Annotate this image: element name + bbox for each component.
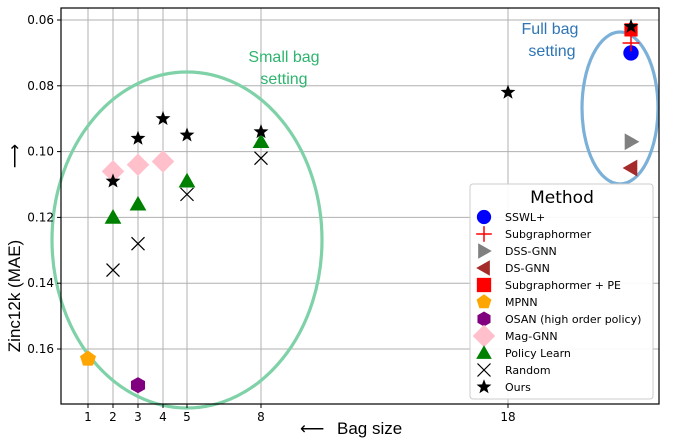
point-ours: Ours: 8, 0.094 — [253, 124, 269, 139]
osan-high-order-policy-marker-icon — [477, 311, 491, 327]
point-mag-gnn: Mag-GNN: 4, 0.103 — [151, 150, 175, 173]
random-marker-icon — [477, 363, 491, 377]
legend-label: Subgraphormer + PE — [505, 279, 621, 292]
point-random: Random: 8, 0.102 — [254, 151, 268, 166]
legend-item-subgraphormer: Subgraphormer — [476, 226, 592, 242]
point-ours: Ours: 4, 0.09 — [155, 110, 171, 126]
point-policy-learn: Policy Learn: 3, 0.116 — [129, 195, 147, 211]
legend-item-mpnn: MPNN — [476, 294, 538, 309]
legend-item-osan-high-order-policy: OSAN (high order policy) — [477, 311, 641, 327]
x-tick-label: 2 — [109, 410, 117, 424]
legend: Method SSWL+ Subgraphormer DSS-GNN DS-GNN Su… — [469, 183, 654, 400]
point-ours: Ours: 3, 0.096 — [130, 130, 146, 145]
full-bag-label-line2: setting — [528, 43, 575, 60]
small-bag-label-line1: Small bag — [248, 49, 319, 66]
point-policy-learn: Policy Learn: 8, 0.097 — [252, 133, 270, 149]
legend-label: Policy Learn — [505, 347, 571, 360]
point-ds-gnn: DS-GNN: full, 0.105 — [622, 159, 638, 177]
legend-label: OSAN (high order policy) — [505, 313, 641, 326]
legend-item-ours: Ours — [476, 379, 531, 394]
x-tick-label: 1 — [84, 410, 92, 424]
legend-label: Mag-GNN — [505, 330, 558, 343]
y-tick-label: 0.12 — [27, 210, 54, 224]
point-ours: Ours: 2, 0.109 — [105, 173, 121, 188]
legend-item-policy-learn: Policy Learn — [476, 345, 571, 360]
y-axis-arrow: ⟶ — [5, 144, 24, 168]
x-axis-arrow: ⟵ — [300, 419, 324, 438]
legend-label: Random — [505, 364, 551, 377]
subgraphormer-marker-icon — [476, 226, 492, 242]
point-random: Random: 3, 0.128 — [131, 236, 145, 251]
legend-item-sswl: SSWL+ — [476, 209, 545, 225]
subgraphormer-pe-marker-icon — [476, 277, 492, 293]
point-ours: Ours: full, 0.062 — [623, 18, 639, 33]
data-points: Subgraphormer + PE: full, 0.063SSWL+: fu… — [80, 18, 640, 394]
legend-label: SSWL+ — [505, 211, 545, 224]
small-bag-label-line2: setting — [260, 71, 307, 88]
point-ours: Ours: 18, 0.082 — [500, 84, 516, 99]
mag-gnn-marker-icon — [472, 324, 496, 348]
point-random: Random: 2, 0.136 — [106, 263, 120, 277]
ours-marker-icon — [476, 379, 492, 394]
legend-label: DS-GNN — [505, 262, 550, 275]
plot-frame — [60, 7, 660, 405]
point-osan-high-order-policy: OSAN (high order policy): 3, 0.171 — [130, 377, 146, 394]
y-tick-label: 0.08 — [27, 79, 54, 93]
legend-title: Method — [530, 188, 594, 208]
point-mag-gnn: Mag-GNN: 2, 0.106 — [101, 160, 125, 183]
y-tick-label: 0.14 — [27, 276, 54, 290]
point-ours: Ours: 5, 0.095 — [179, 127, 195, 142]
y-axis-label: Zinc12k (MAE) — [5, 240, 24, 352]
x-axis-label: Bag size — [337, 419, 402, 438]
legend-item-subgraphormer-pe: Subgraphormer + PE — [476, 277, 621, 293]
point-mag-gnn: Mag-GNN: 3, 0.104 — [126, 153, 150, 177]
mpnn-marker-icon — [476, 294, 492, 309]
annotation-labels: Small bag setting Full bag setting — [248, 21, 578, 88]
x-tick-label: 3 — [134, 410, 142, 424]
full-bag-label-line1: Full bag — [522, 21, 579, 38]
legend-item-ds-gnn: DS-GNN — [476, 260, 550, 276]
sswl-marker-icon — [476, 209, 492, 225]
point-mpnn: MPNN: 1, 0.163 — [80, 350, 96, 366]
x-tick-label: 4 — [159, 410, 167, 424]
point-dss-gnn: DSS-GNN: full, 0.097 — [624, 133, 640, 151]
legend-label: DSS-GNN — [505, 245, 557, 258]
point-policy-learn: Policy Learn: 5, 0.109 — [178, 172, 196, 188]
legend-box — [469, 183, 654, 400]
x-tick-label: 8 — [257, 410, 265, 424]
policy-learn-marker-icon — [476, 345, 492, 359]
y-tick-label: 0.16 — [27, 342, 54, 356]
legend-label: Ours — [505, 381, 531, 394]
x-tick-label: 18 — [500, 410, 515, 424]
dss-gnn-marker-icon — [478, 243, 492, 259]
legend-label: Subgraphormer — [505, 228, 592, 241]
legend-item-dss-gnn: DSS-GNN — [478, 243, 557, 259]
point-random: Random: 5, 0.113 — [180, 187, 194, 202]
y-axis-ticks: 0.06 0.08 0.10 0.12 0.14 0.16 — [27, 13, 61, 356]
y-tick-label: 0.10 — [27, 145, 54, 159]
legend-item-random: Random — [477, 363, 551, 377]
point-sswl: SSWL+: full, 0.07 — [623, 45, 639, 61]
y-tick-label: 0.06 — [27, 13, 54, 27]
legend-item-mag-gnn: Mag-GNN — [472, 324, 558, 348]
point-policy-learn: Policy Learn: 2, 0.12 — [104, 209, 122, 224]
x-tick-label: 5 — [183, 410, 191, 424]
ds-gnn-marker-icon — [476, 260, 490, 276]
point-subgraphormer: Subgraphormer: full, 0.067 — [622, 34, 640, 52]
x-axis-ticks: 1 2 3 4 5 8 18 — [84, 404, 516, 424]
legend-label: MPNN — [505, 296, 538, 309]
full-bag-ellipse — [580, 30, 660, 186]
